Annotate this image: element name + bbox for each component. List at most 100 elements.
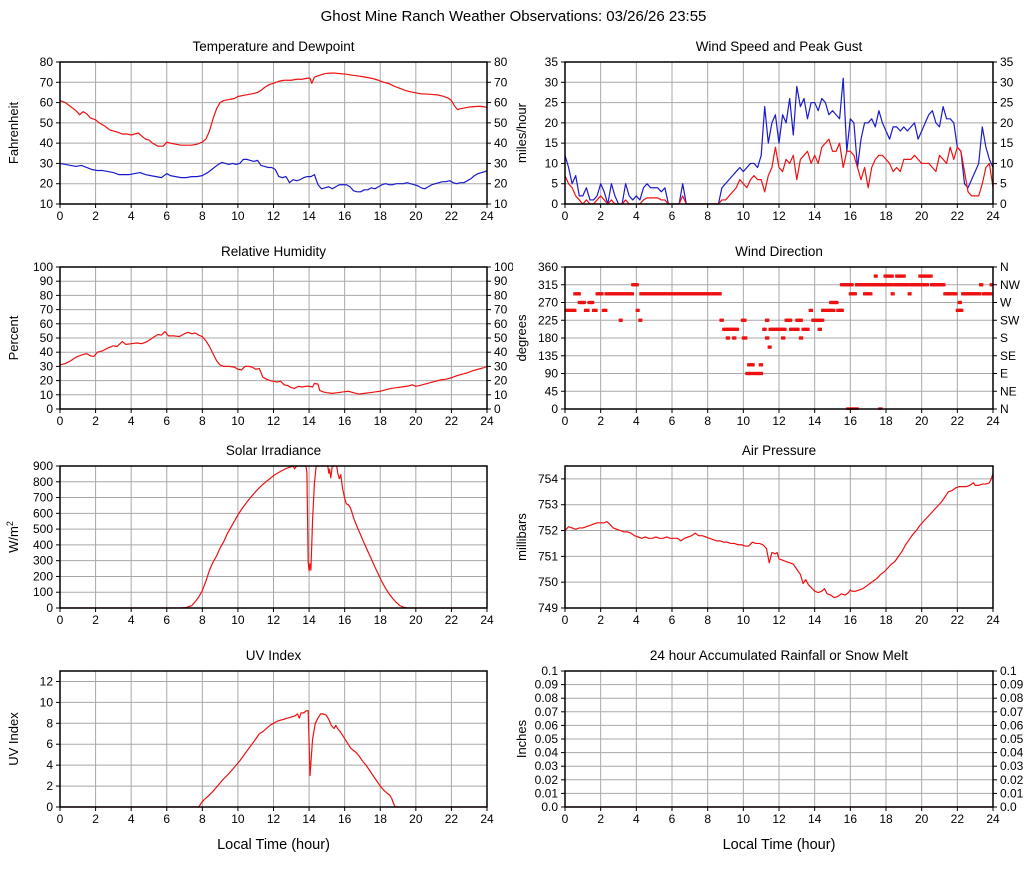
svg-text:16: 16 (844, 613, 858, 627)
svg-text:35: 35 (1000, 55, 1014, 69)
series-solar (60, 465, 487, 609)
grid-lines (60, 62, 487, 204)
svg-text:6: 6 (163, 812, 170, 826)
svg-text:18: 18 (879, 613, 893, 627)
svg-text:8: 8 (704, 209, 711, 223)
svg-text:2: 2 (46, 779, 53, 793)
svg-text:180: 180 (538, 331, 558, 345)
svg-text:30: 30 (494, 156, 508, 170)
charts-grid: 0 2 4 6 8 10 12 14 16 18 20 22 24 10 10 20 20 30 30 40 40 50 5… (0, 34, 1027, 881)
axis-ticks (56, 61, 491, 208)
svg-text:N: N (1000, 260, 1009, 274)
svg-text:8: 8 (704, 414, 711, 428)
series-wind-direction-dots (565, 274, 993, 410)
svg-text:20: 20 (915, 812, 929, 826)
svg-text:50: 50 (494, 331, 508, 345)
svg-text:4: 4 (633, 613, 640, 627)
svg-text:18: 18 (374, 613, 388, 627)
svg-text:24: 24 (986, 613, 1000, 627)
svg-text:SW: SW (1000, 313, 1020, 327)
svg-text:12: 12 (267, 613, 281, 627)
svg-text:22: 22 (445, 209, 459, 223)
svg-text:E: E (1000, 367, 1008, 381)
svg-text:20: 20 (494, 374, 508, 388)
svg-text:30: 30 (40, 156, 54, 170)
svg-text:8: 8 (199, 613, 206, 627)
svg-text:0: 0 (562, 209, 569, 223)
grid-lines (565, 466, 993, 608)
svg-text:4: 4 (633, 209, 640, 223)
svg-text:0.04: 0.04 (1000, 746, 1024, 760)
svg-text:0: 0 (57, 414, 64, 428)
svg-text:10: 10 (737, 414, 751, 428)
svg-text:20: 20 (494, 177, 508, 191)
svg-text:10: 10 (231, 209, 245, 223)
svg-text:270: 270 (538, 296, 558, 310)
svg-text:70: 70 (494, 303, 508, 317)
x-axis-label: Local Time (hour) (723, 837, 836, 853)
svg-text:6: 6 (163, 613, 170, 627)
svg-text:16: 16 (338, 414, 352, 428)
svg-text:100: 100 (33, 260, 53, 274)
svg-text:10: 10 (545, 156, 559, 170)
svg-text:0: 0 (551, 197, 558, 211)
svg-text:80: 80 (494, 55, 508, 69)
svg-text:80: 80 (40, 55, 54, 69)
svg-text:8: 8 (704, 613, 711, 627)
svg-text:22: 22 (445, 414, 459, 428)
svg-text:50: 50 (40, 331, 54, 345)
svg-text:135: 135 (538, 349, 558, 363)
svg-text:4: 4 (633, 414, 640, 428)
svg-text:60: 60 (494, 317, 508, 331)
svg-text:100: 100 (494, 260, 513, 274)
svg-text:0: 0 (57, 812, 64, 826)
svg-text:0.03: 0.03 (535, 759, 559, 773)
svg-text:6: 6 (669, 414, 676, 428)
y-axis-label: degrees (514, 314, 529, 361)
chart-title: Temperature and Dewpoint (192, 39, 354, 54)
svg-text:4: 4 (46, 758, 53, 772)
svg-text:0.05: 0.05 (535, 732, 559, 746)
svg-text:20: 20 (915, 209, 929, 223)
svg-text:0.02: 0.02 (1000, 773, 1024, 787)
y-axis-label: miles/hour (514, 102, 529, 163)
svg-text:70: 70 (40, 303, 54, 317)
svg-text:0: 0 (494, 402, 501, 416)
svg-text:8: 8 (704, 812, 711, 826)
svg-text:22: 22 (445, 812, 459, 826)
svg-text:20: 20 (545, 116, 559, 130)
svg-text:N: N (1000, 402, 1009, 416)
svg-text:6: 6 (163, 209, 170, 223)
svg-text:500: 500 (33, 522, 53, 536)
axis-ticks (56, 680, 488, 811)
svg-text:30: 30 (494, 359, 508, 373)
svg-text:20: 20 (1000, 116, 1014, 130)
svg-text:4: 4 (128, 414, 135, 428)
svg-text:10: 10 (737, 613, 751, 627)
grid-lines (565, 267, 993, 409)
svg-text:20: 20 (409, 414, 423, 428)
chart-title: 24 hour Accumulated Rainfall or Snow Mel… (650, 648, 908, 663)
svg-text:40: 40 (40, 345, 54, 359)
svg-text:0.06: 0.06 (535, 718, 559, 732)
svg-text:90: 90 (40, 274, 54, 288)
chart-solar-irradiance: 0 2 4 6 8 10 12 14 16 18 20 22 240100200300400500600… (5, 443, 494, 627)
axis-tick-labels: 0 2 4 6 8 10 12 14 16 18 20 22 240.0 0.00.01 0.010.02 0… (535, 664, 1024, 826)
svg-text:22: 22 (951, 414, 965, 428)
svg-text:800: 800 (33, 475, 53, 489)
svg-text:4: 4 (128, 613, 135, 627)
svg-text:40: 40 (494, 345, 508, 359)
svg-text:749: 749 (538, 601, 558, 615)
svg-text:40: 40 (40, 136, 54, 150)
svg-text:0: 0 (1000, 197, 1007, 211)
svg-text:14: 14 (808, 812, 822, 826)
svg-text:6: 6 (669, 209, 676, 223)
svg-text:10: 10 (40, 197, 54, 211)
svg-text:4: 4 (128, 812, 135, 826)
svg-text:0.05: 0.05 (1000, 732, 1024, 746)
axis-tick-labels: 0 2 4 6 8 10 12 14 16 18 20 22 240100200300400500600… (33, 459, 494, 627)
svg-text:25: 25 (545, 96, 559, 110)
svg-text:20: 20 (409, 613, 423, 627)
